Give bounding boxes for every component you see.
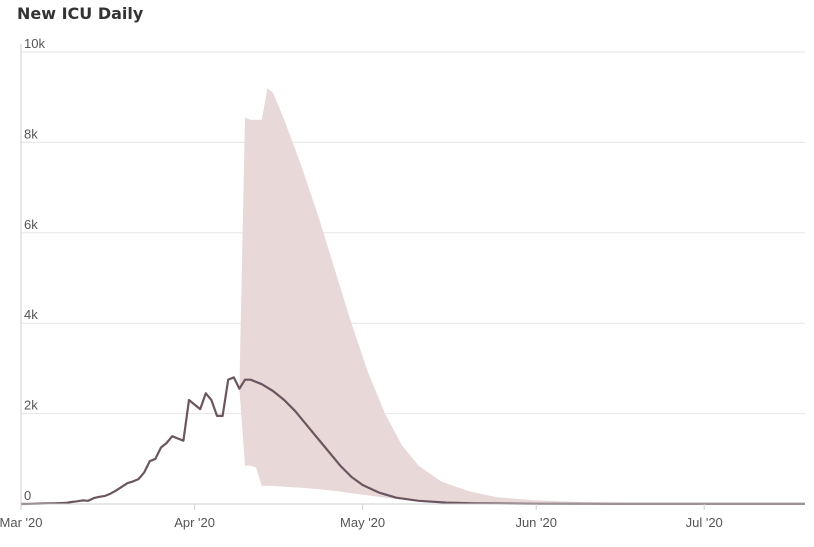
axis-layer: 0 2k 4k 6k 8k 10k Mar '20 Apr '20 May '20 Jun '20… [0,36,805,530]
x-tick-label: Jun '20 [515,515,557,530]
x-tick-label: Apr '20 [174,515,215,530]
y-tick-label: 8k [24,126,38,141]
line-layer [20,376,805,506]
y-tick-label: 2k [24,398,38,413]
confidence-band [239,88,805,504]
y-tick-label: 4k [24,307,38,322]
grid-layer [21,51,805,415]
y-tick-label: 6k [24,217,38,232]
y-tick-label: 10k [24,36,45,51]
x-tick-label: May '20 [340,515,385,530]
series-line [20,376,805,506]
x-tick-label: Jul '20 [686,515,723,530]
y-tick-label: 0 [24,488,31,503]
band-layer [239,88,805,504]
x-tick-label: Mar '20 [0,515,42,530]
chart-title: New ICU Daily [17,4,144,23]
